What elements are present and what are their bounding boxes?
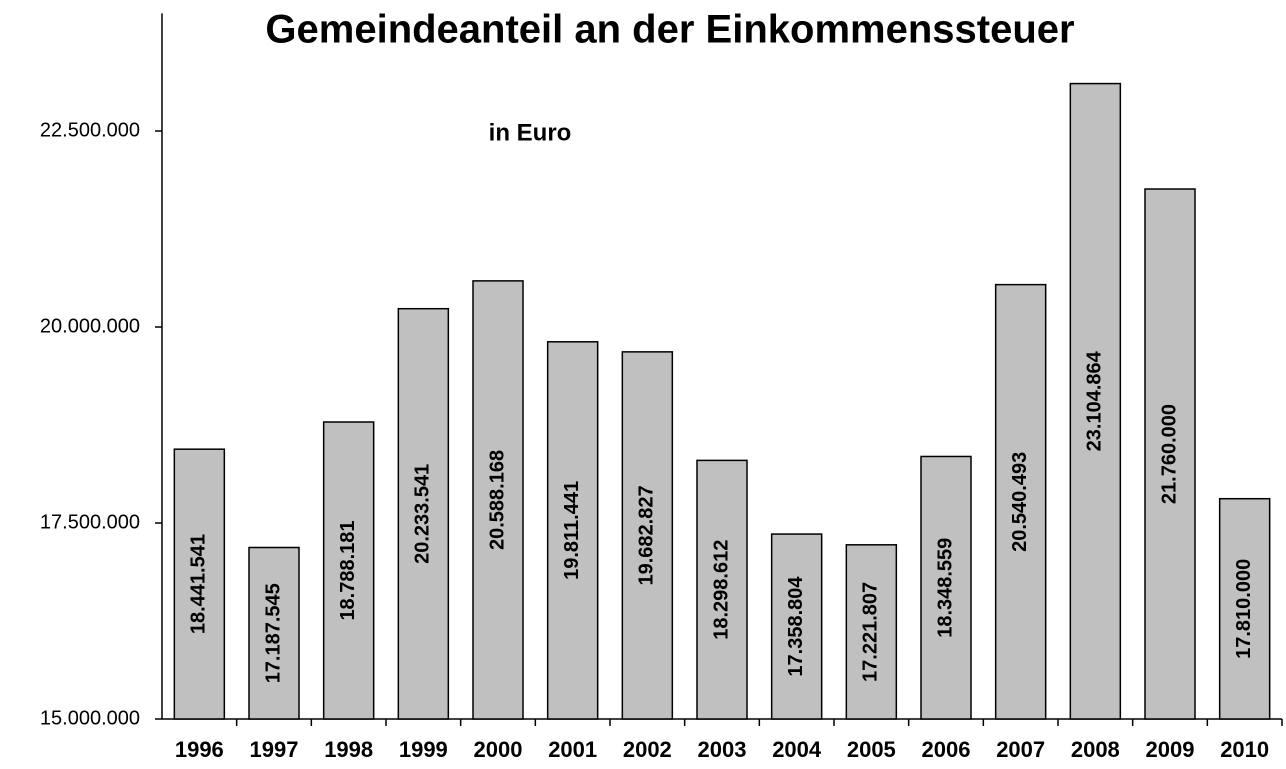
- chart-subtitle: in Euro: [489, 119, 572, 146]
- value-label: 18.348.559: [934, 538, 956, 638]
- value-label: 18.298.612: [710, 540, 732, 640]
- bar: [472, 280, 524, 720]
- y-tick-label: 22.500.000: [40, 119, 140, 141]
- x-tick-label: 1997: [250, 737, 299, 762]
- chart-title: Gemeindeanteil an der Einkommenssteuer: [265, 8, 1074, 52]
- x-tick-label: 2000: [474, 737, 523, 762]
- y-tick-label: 15.000.000: [40, 707, 140, 729]
- value-label: 18.441.541: [188, 534, 210, 634]
- x-tick-label: 2006: [922, 737, 971, 762]
- bar: [322, 421, 375, 720]
- bar: [696, 459, 748, 720]
- x-tick-label: 2005: [847, 737, 896, 762]
- bar: [770, 533, 823, 720]
- value-label: 17.810.000: [1233, 559, 1255, 659]
- bar: [173, 448, 226, 720]
- x-tick-label: 2007: [996, 737, 1045, 762]
- x-tick-label: 2004: [772, 737, 822, 762]
- bar: [920, 455, 972, 720]
- value-label: 17.187.545: [262, 583, 284, 683]
- value-label: 17.221.807: [860, 582, 882, 682]
- bar: [621, 351, 674, 720]
- x-tick-label: 2003: [698, 737, 747, 762]
- x-tick-label: 2001: [548, 737, 597, 762]
- bar: [845, 544, 898, 720]
- value-label: 19.811.441: [561, 481, 583, 580]
- x-tick-label: 1999: [399, 737, 448, 762]
- bar: [1218, 497, 1271, 720]
- x-tick-label: 2008: [1071, 737, 1120, 762]
- value-label: 20.233.541: [412, 464, 434, 564]
- y-tick-label: 17.500.000: [40, 511, 140, 533]
- bar: [546, 341, 599, 720]
- value-label: 20.588.168: [486, 450, 508, 550]
- bar: [994, 283, 1047, 720]
- value-label: 17.358.804: [785, 576, 807, 677]
- x-tick-label: 1996: [175, 737, 224, 762]
- x-tick-label: 2009: [1146, 737, 1195, 762]
- x-tick-label: 2002: [623, 737, 672, 762]
- x-tick-label: 1998: [324, 737, 373, 762]
- value-label: 19.682.827: [636, 485, 658, 585]
- y-tick-label: 20.000.000: [40, 315, 140, 337]
- bar: [1144, 188, 1196, 720]
- x-tick-label: 2010: [1220, 737, 1269, 762]
- bar: [248, 546, 300, 720]
- value-label: 18.788.181: [337, 520, 359, 620]
- value-label: 21.760.000: [1158, 404, 1180, 504]
- bar: [1069, 82, 1122, 720]
- bar: [397, 307, 450, 720]
- value-label: 20.540.493: [1009, 452, 1031, 552]
- value-label: 23.104.864: [1084, 350, 1106, 451]
